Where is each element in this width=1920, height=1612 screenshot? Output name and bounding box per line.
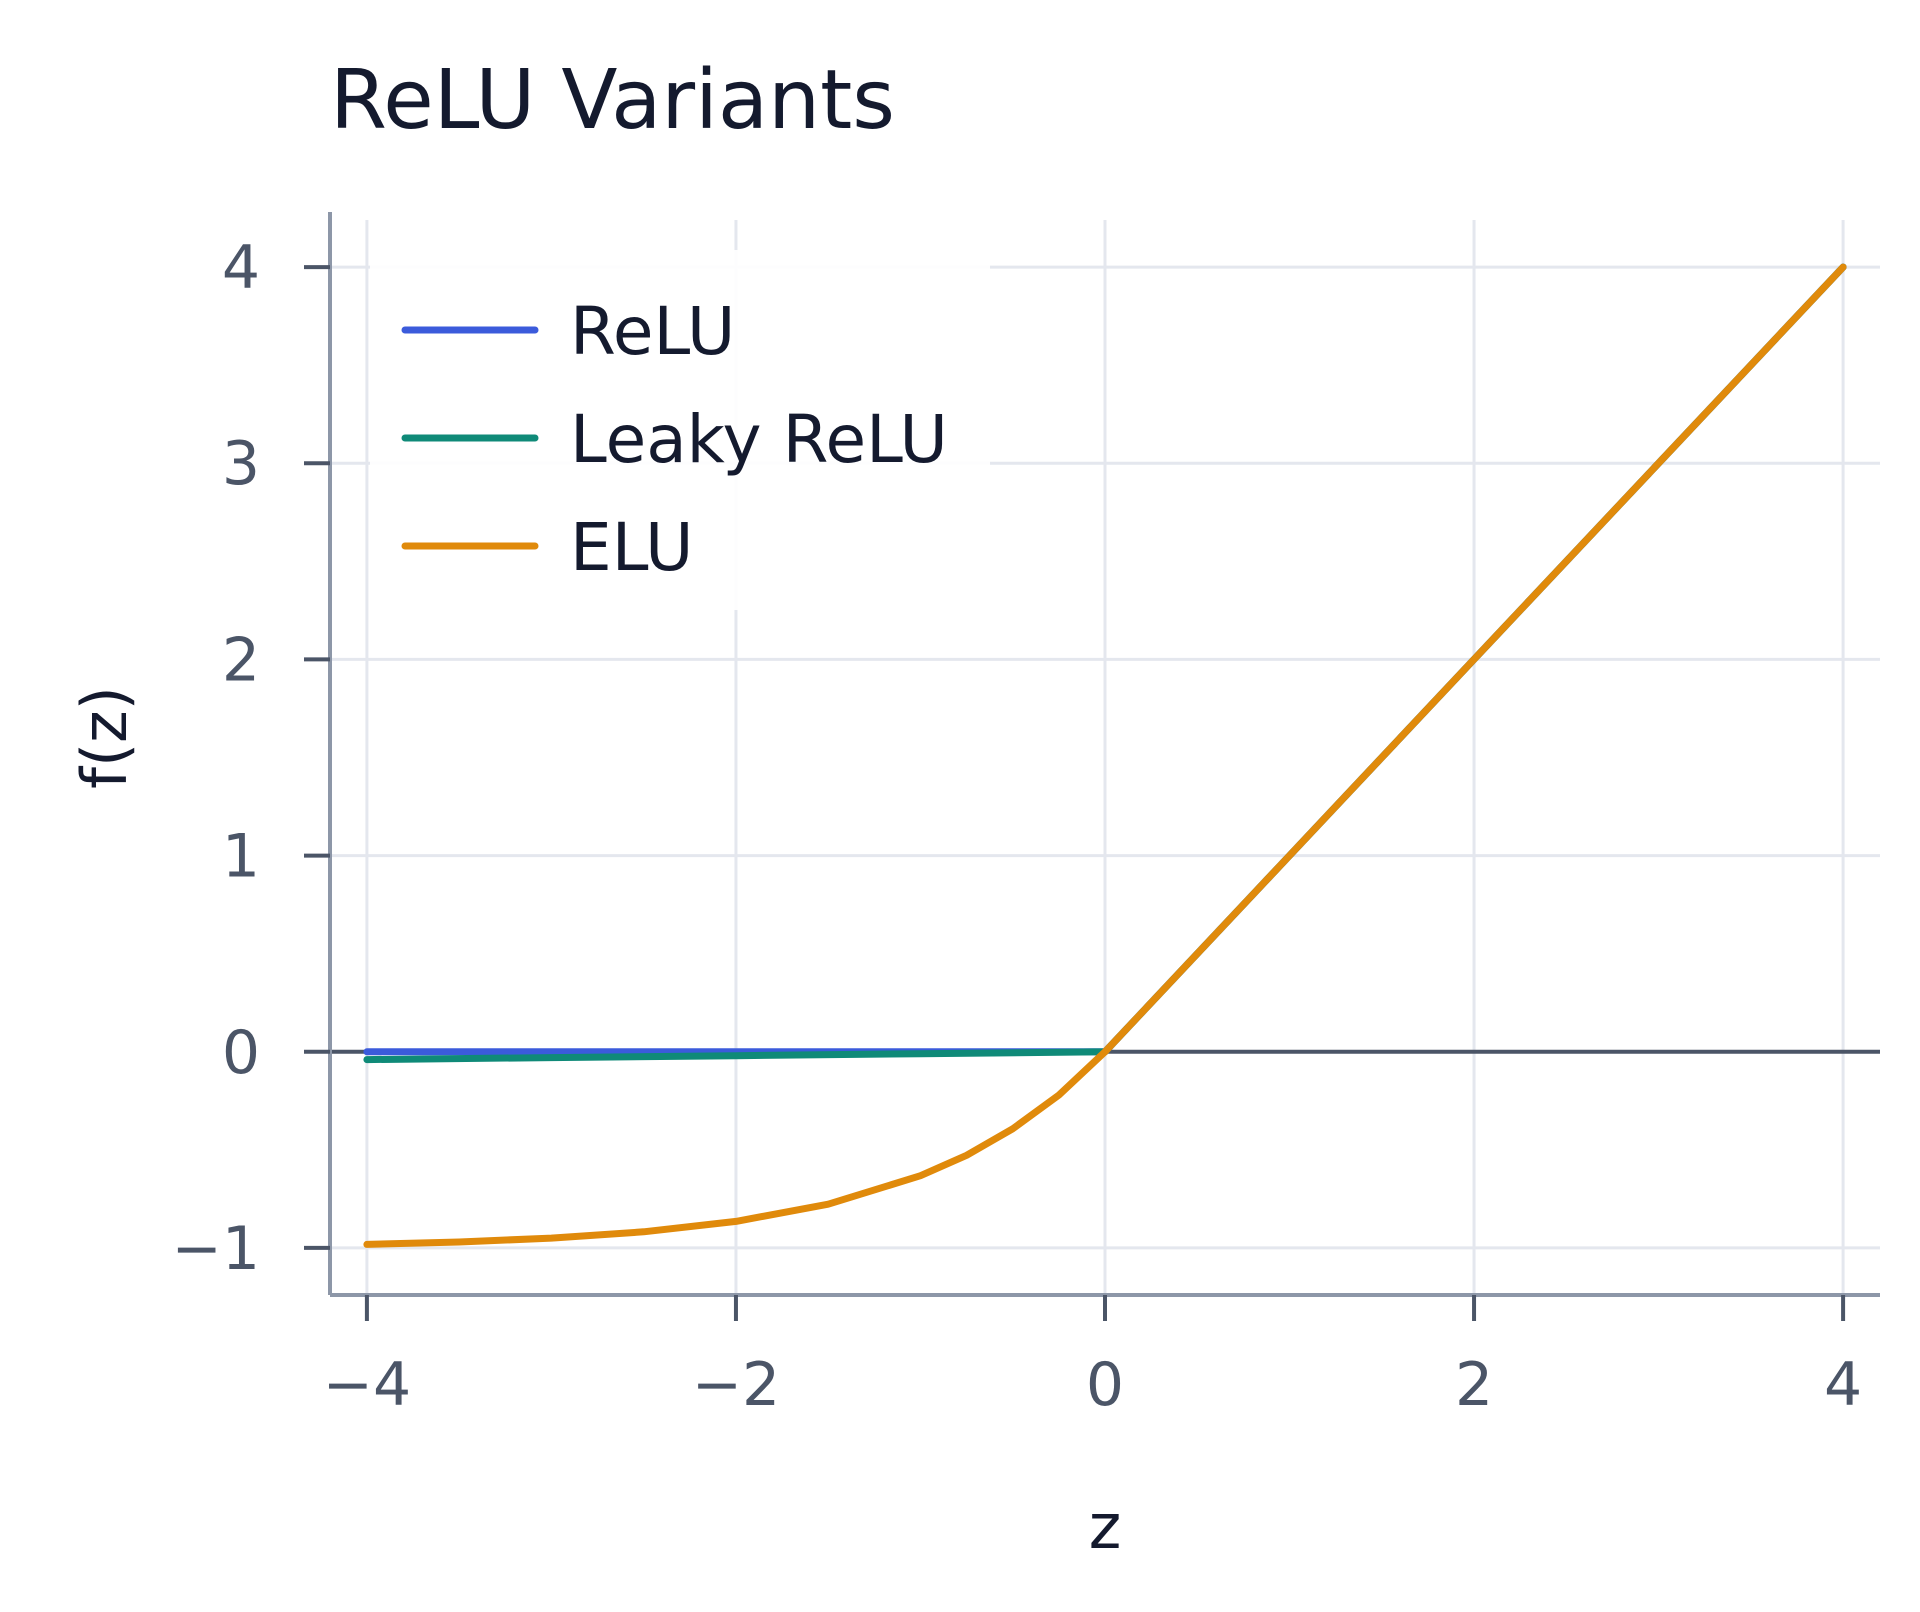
chart-title: ReLU Variants [330, 53, 895, 148]
legend-label: ReLU [570, 293, 735, 370]
tick-labels: −4 −2 0 2 4 −1 0 1 2 3 4 [172, 233, 1863, 1420]
legend: ReLU Leaky ReLU ELU [370, 250, 990, 610]
legend-label: ELU [570, 509, 694, 586]
y-tick-label: 3 [222, 429, 260, 499]
y-axis-label: f(z) [68, 686, 141, 789]
x-tick-label: 4 [1824, 1350, 1862, 1420]
series-line-elu [363, 263, 1847, 1248]
series-lines [363, 263, 1847, 1248]
x-tick-label: 2 [1455, 1350, 1493, 1420]
y-tick-label: 4 [222, 233, 260, 303]
axes [304, 212, 1880, 1321]
x-tick-label: −4 [323, 1350, 411, 1420]
legend-label: Leaky ReLU [570, 401, 948, 478]
x-tick-label: 0 [1086, 1350, 1124, 1420]
x-tick-label: −2 [692, 1350, 780, 1420]
y-tick-label: 1 [222, 822, 260, 892]
legend-background [370, 250, 990, 610]
y-tick-label: −1 [172, 1214, 260, 1284]
y-tick-label: 2 [222, 625, 260, 695]
y-tick-label: 0 [222, 1018, 260, 1088]
x-axis-label: z [1089, 1490, 1122, 1563]
